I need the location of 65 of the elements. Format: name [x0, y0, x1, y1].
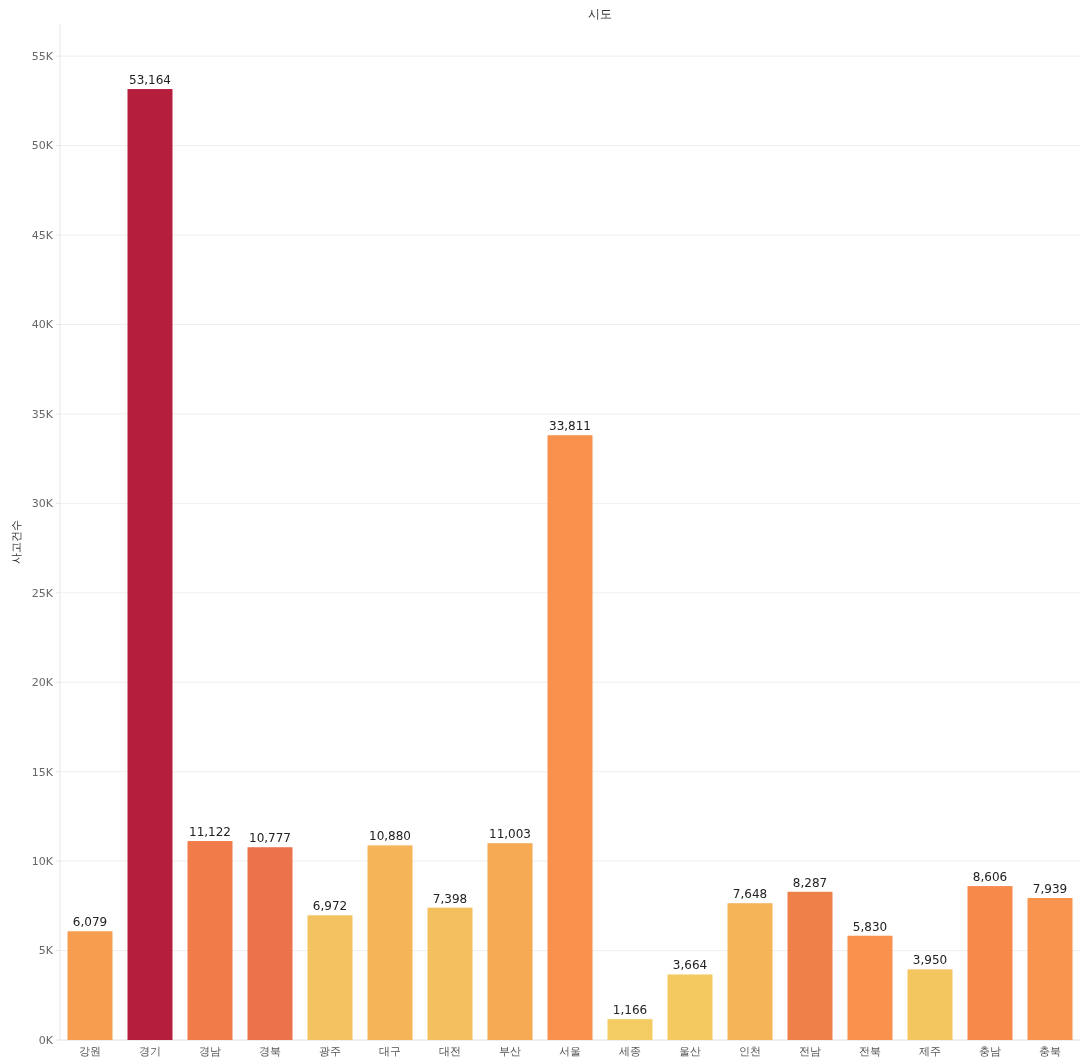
x-tick-label: 제주	[919, 1045, 941, 1058]
y-tick-label: 20K	[31, 676, 54, 690]
bar	[907, 969, 953, 1040]
bar	[67, 931, 113, 1040]
data-label: 10,880	[369, 829, 411, 844]
bar	[1027, 897, 1073, 1040]
y-tick-label: 35K	[31, 407, 54, 421]
data-label: 53,164	[129, 73, 171, 88]
x-tick-label: 울산	[679, 1045, 701, 1058]
x-tick-label: 경남	[199, 1045, 221, 1058]
data-label: 6,972	[312, 899, 348, 914]
y-tick-label: 30K	[31, 497, 54, 511]
bar	[127, 89, 173, 1040]
x-tick-label: 광주	[319, 1045, 341, 1058]
bar	[607, 1019, 653, 1040]
x-tick-label: 인천	[739, 1045, 761, 1058]
y-tick-label: 55K	[31, 50, 54, 64]
y-tick-label: 50K	[31, 139, 54, 153]
data-label: 11,003	[489, 827, 531, 842]
data-label: 6,079	[72, 915, 108, 930]
data-label: 5,830	[852, 919, 888, 934]
x-tick-label: 대구	[379, 1045, 401, 1058]
y-tick-label: 25K	[31, 586, 54, 600]
data-label: 7,398	[432, 891, 468, 906]
bar	[427, 907, 473, 1040]
y-tick-label: 5K	[38, 944, 54, 958]
y-tick-label: 45K	[31, 228, 54, 242]
bar	[187, 841, 233, 1040]
bar	[247, 847, 293, 1040]
data-label: 8,606	[972, 870, 1008, 885]
data-label: 7,648	[732, 887, 768, 902]
data-label: 7,939	[1032, 881, 1068, 896]
bar	[307, 915, 353, 1040]
x-tick-label: 부산	[499, 1045, 521, 1058]
data-label: 8,287	[792, 875, 828, 890]
x-tick-label: 충남	[979, 1045, 1001, 1058]
y-tick-label: 15K	[31, 765, 54, 779]
data-label: 3,664	[672, 958, 708, 973]
x-tick-label: 전남	[799, 1045, 821, 1058]
bar	[967, 886, 1013, 1040]
y-tick-label: 10K	[31, 854, 54, 868]
data-label: 3,950	[912, 953, 948, 968]
x-axis-title: 시도	[588, 7, 612, 21]
x-tick-label: 전북	[859, 1045, 881, 1058]
bar	[787, 891, 833, 1040]
data-label: 33,811	[549, 419, 591, 434]
x-tick-label: 서울	[559, 1045, 581, 1058]
x-tick-label: 세종	[619, 1045, 641, 1058]
bar	[727, 903, 773, 1040]
data-label: 11,122	[189, 825, 231, 840]
bar	[487, 843, 533, 1040]
data-label: 10,777	[249, 831, 291, 846]
y-axis-title: 사고건수	[10, 520, 23, 564]
data-label: 1,166	[612, 1003, 648, 1018]
y-tick-label: 40K	[31, 318, 54, 332]
bar	[667, 974, 713, 1040]
x-tick-label: 경북	[259, 1045, 281, 1058]
x-tick-label: 강원	[79, 1045, 101, 1058]
y-tick-label: 0K	[38, 1033, 54, 1047]
x-tick-label: 경기	[139, 1045, 161, 1058]
bar	[367, 845, 413, 1040]
x-tick-label: 대전	[439, 1045, 461, 1058]
x-tick-label: 충북	[1039, 1045, 1061, 1058]
bar	[547, 435, 593, 1040]
bar	[847, 935, 893, 1040]
